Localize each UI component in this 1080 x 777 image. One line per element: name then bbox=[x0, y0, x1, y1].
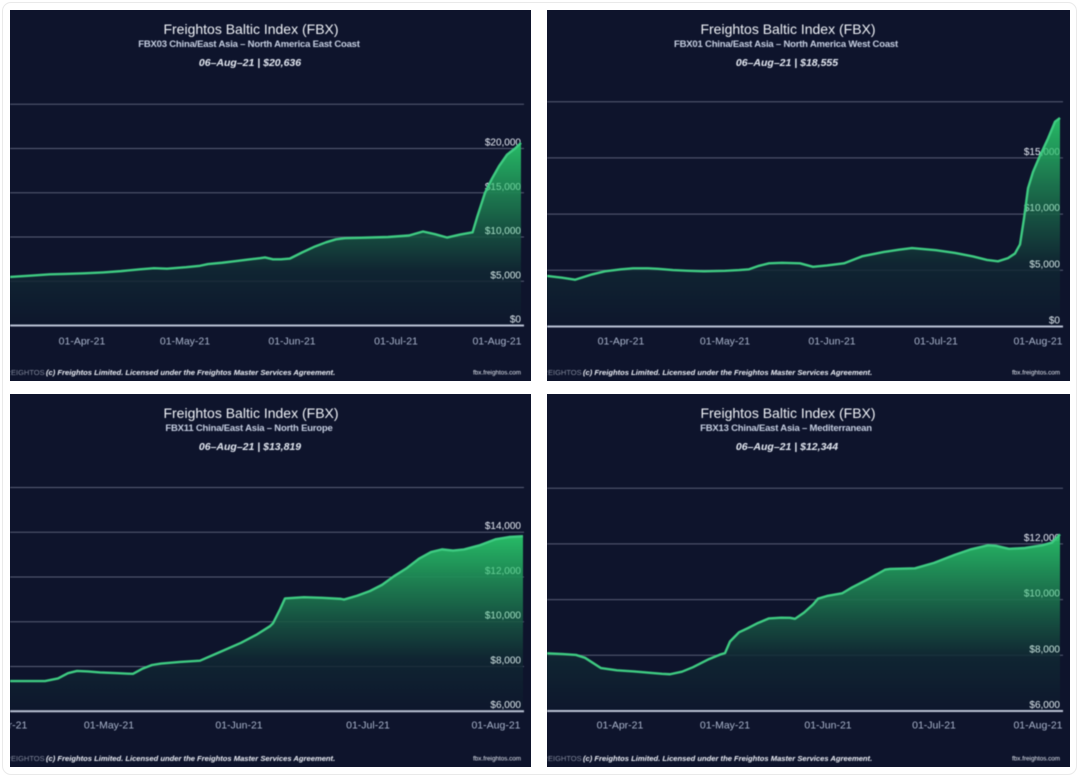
svg-text:06–Aug–21 | $20,636: 06–Aug–21 | $20,636 bbox=[199, 57, 301, 69]
svg-text:01-Jun-21: 01-Jun-21 bbox=[268, 336, 315, 348]
svg-text:(c) Freightos Limited. License: (c) Freightos Limited. Licensed under th… bbox=[46, 754, 335, 763]
svg-text:06–Aug–21 | $13,819: 06–Aug–21 | $13,819 bbox=[199, 441, 301, 453]
svg-text:01-Jul-21: 01-Jul-21 bbox=[912, 720, 956, 732]
svg-text:$20,000: $20,000 bbox=[485, 138, 522, 149]
svg-text:FREIGHTOS: FREIGHTOS bbox=[547, 368, 582, 377]
svg-text:01-Aug-21: 01-Aug-21 bbox=[1013, 720, 1062, 732]
svg-text:01-May-21: 01-May-21 bbox=[700, 720, 750, 732]
svg-text:FREIGHTOS: FREIGHTOS bbox=[547, 754, 582, 763]
svg-text:(c) Freightos Limited. License: (c) Freightos Limited. Licensed under th… bbox=[583, 368, 872, 377]
svg-text:FBX13 China/East Asia – Medite: FBX13 China/East Asia – Mediterranean bbox=[700, 423, 872, 434]
svg-text:01-Apr-21: 01-Apr-21 bbox=[598, 336, 645, 348]
svg-text:01-Jun-21: 01-Jun-21 bbox=[804, 720, 851, 732]
svg-text:fbx.freightos.com: fbx.freightos.com bbox=[473, 370, 521, 377]
svg-text:FBX01 China/East Asia – North: FBX01 China/East Asia – North America We… bbox=[674, 39, 899, 50]
svg-text:01-May-21: 01-May-21 bbox=[160, 336, 210, 348]
svg-text:Freightos Baltic Index (FBX): Freightos Baltic Index (FBX) bbox=[700, 405, 875, 421]
svg-text:01-May-21: 01-May-21 bbox=[84, 720, 134, 732]
svg-text:01-Aug-21: 01-Aug-21 bbox=[471, 720, 520, 732]
svg-text:01-Jul-21: 01-Jul-21 bbox=[346, 720, 390, 732]
svg-text:01-Jul-21: 01-Jul-21 bbox=[914, 336, 958, 348]
svg-text:01-Apr-21: 01-Apr-21 bbox=[10, 720, 28, 732]
svg-text:01-Jun-21: 01-Jun-21 bbox=[808, 336, 855, 348]
svg-text:06–Aug–21 | $18,555: 06–Aug–21 | $18,555 bbox=[736, 57, 838, 69]
svg-text:Freightos Baltic Index (FBX): Freightos Baltic Index (FBX) bbox=[163, 21, 338, 37]
svg-text:(c) Freightos Limited. License: (c) Freightos Limited. Licensed under th… bbox=[46, 368, 335, 377]
svg-text:$12,000: $12,000 bbox=[1024, 533, 1061, 544]
svg-text:FREIGHTOS: FREIGHTOS bbox=[10, 754, 45, 763]
svg-text:01-Apr-21: 01-Apr-21 bbox=[597, 720, 644, 732]
svg-text:06–Aug–21 | $12,344: 06–Aug–21 | $12,344 bbox=[736, 441, 838, 453]
svg-text:fbx.freightos.com: fbx.freightos.com bbox=[1012, 756, 1060, 763]
svg-text:01-Apr-21: 01-Apr-21 bbox=[59, 336, 106, 348]
svg-text:FBX11 China/East Asia – North: FBX11 China/East Asia – North Europe bbox=[165, 423, 332, 434]
svg-text:Freightos Baltic Index (FBX): Freightos Baltic Index (FBX) bbox=[163, 405, 338, 421]
svg-text:$14,000: $14,000 bbox=[485, 521, 522, 532]
svg-text:01-Aug-21: 01-Aug-21 bbox=[1013, 336, 1062, 348]
svg-text:fbx.freightos.com: fbx.freightos.com bbox=[1012, 370, 1060, 377]
svg-text:FBX03 China/East Asia – North: FBX03 China/East Asia – North America Ea… bbox=[138, 39, 361, 50]
svg-text:01-May-21: 01-May-21 bbox=[700, 336, 750, 348]
svg-text:01-Aug-21: 01-Aug-21 bbox=[472, 336, 521, 348]
svg-text:Freightos Baltic Index (FBX): Freightos Baltic Index (FBX) bbox=[700, 21, 875, 37]
svg-text:(c) Freightos Limited. License: (c) Freightos Limited. Licensed under th… bbox=[583, 754, 872, 763]
svg-text:FREIGHTOS: FREIGHTOS bbox=[10, 368, 45, 377]
svg-text:01-Jun-21: 01-Jun-21 bbox=[215, 720, 262, 732]
svg-text:01-Jul-21: 01-Jul-21 bbox=[374, 336, 418, 348]
svg-text:fbx.freightos.com: fbx.freightos.com bbox=[473, 756, 521, 763]
